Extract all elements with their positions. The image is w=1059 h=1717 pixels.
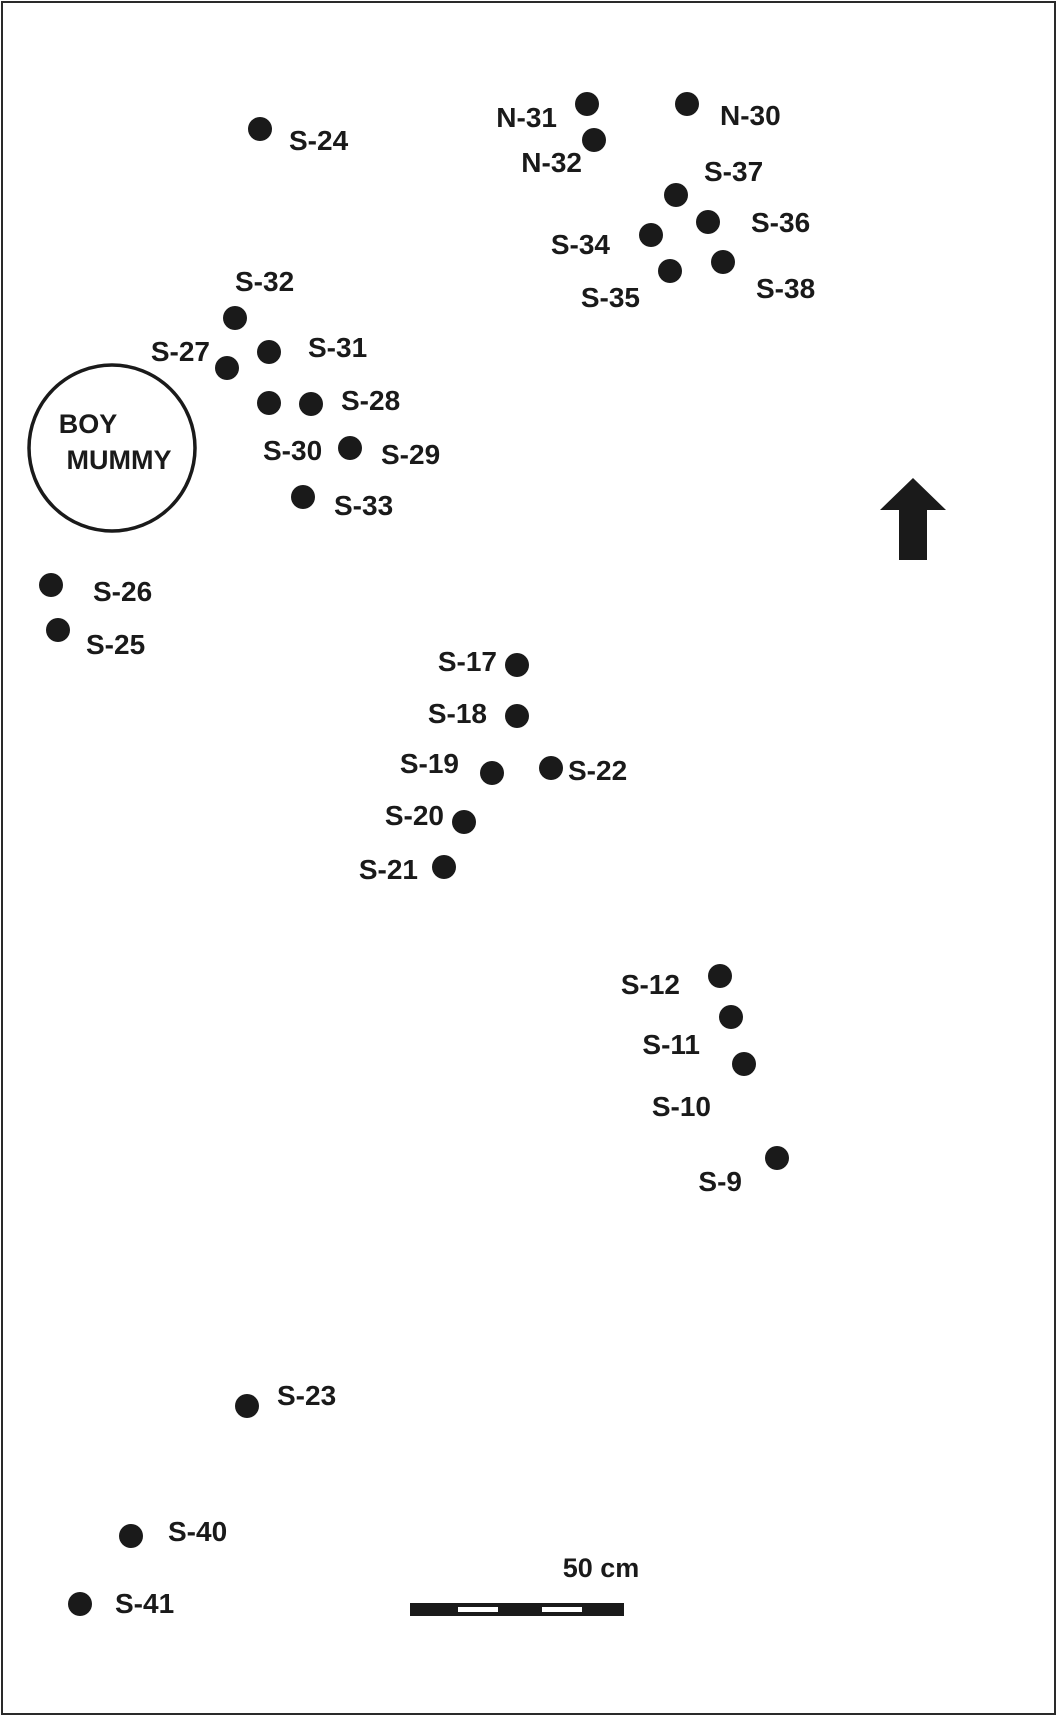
point-dot-s-30 — [257, 391, 281, 415]
point-label-s-12: S-12 — [621, 969, 680, 1000]
north-arrow-icon — [880, 478, 946, 560]
point-dot-s-33 — [291, 485, 315, 509]
point-dot-s-31 — [257, 340, 281, 364]
point-label-s-25: S-25 — [86, 629, 145, 660]
boy-mummy-label-line2: MUMMY — [67, 445, 172, 475]
scale-bar: 50 cm — [410, 1553, 639, 1616]
point-label-s-19: S-19 — [400, 748, 459, 779]
point-dot-s-36 — [696, 210, 720, 234]
point-label-s-24: S-24 — [289, 125, 349, 156]
point-label-s-21: S-21 — [359, 854, 418, 885]
sample-points: S-24 N-31 N-30 N-32 S-37 S-36 S-34 S-38 S-35 S-32… — [39, 92, 815, 1619]
scale-bar-segment-white-2 — [542, 1607, 582, 1612]
point-dot-s-21 — [432, 855, 456, 879]
arrow-up-icon — [880, 478, 946, 560]
point-label-s-11: S-11 — [642, 1029, 700, 1060]
point-label-s-10: S-10 — [652, 1091, 711, 1122]
scale-bar-outline — [410, 1603, 624, 1616]
point-label-n-30: N-30 — [720, 100, 781, 131]
point-label-s-18: S-18 — [428, 698, 487, 729]
point-label-s-17: S-17 — [438, 646, 497, 677]
scale-bar-segment-white-1 — [458, 1607, 498, 1612]
point-label-s-40: S-40 — [168, 1516, 227, 1547]
point-label-s-29: S-29 — [381, 439, 440, 470]
point-dot-s-12 — [708, 964, 732, 988]
point-dot-s-20 — [452, 810, 476, 834]
point-label-s-23: S-23 — [277, 1380, 336, 1411]
point-label-s-28: S-28 — [341, 385, 400, 416]
point-label-s-31: S-31 — [308, 332, 367, 363]
point-dot-s-22 — [539, 756, 563, 780]
point-label-s-27: S-27 — [151, 336, 210, 367]
point-dot-n-30 — [675, 92, 699, 116]
point-label-s-41: S-41 — [115, 1588, 174, 1619]
point-dot-s-40 — [119, 1524, 143, 1548]
scale-bar-label: 50 cm — [563, 1553, 640, 1583]
point-dot-s-27 — [215, 356, 239, 380]
point-label-s-38: S-38 — [756, 273, 815, 304]
point-label-s-36: S-36 — [751, 207, 810, 238]
point-dot-n-32 — [582, 128, 606, 152]
point-dot-s-24 — [248, 117, 272, 141]
point-dot-s-38 — [711, 250, 735, 274]
point-dot-s-18 — [505, 704, 529, 728]
point-label-s-20: S-20 — [385, 800, 444, 831]
point-dot-s-32 — [223, 306, 247, 330]
point-dot-s-11 — [719, 1005, 743, 1029]
point-dot-s-28 — [299, 392, 323, 416]
point-dot-s-34 — [639, 223, 663, 247]
point-dot-s-23 — [235, 1394, 259, 1418]
boy-mummy-marker: BOY MUMMY — [27, 363, 197, 533]
point-dot-s-17 — [505, 653, 529, 677]
boy-mummy-circle — [27, 363, 197, 533]
point-dot-s-29 — [338, 436, 362, 460]
point-dot-s-35 — [658, 259, 682, 283]
point-label-s-37: S-37 — [704, 156, 763, 187]
point-label-s-22: S-22 — [568, 755, 627, 786]
point-dot-s-26 — [39, 573, 63, 597]
point-dot-s-25 — [46, 618, 70, 642]
point-label-s-26: S-26 — [93, 576, 152, 607]
boy-mummy-label-line1: BOY — [59, 409, 118, 439]
point-label-n-32: N-32 — [521, 147, 582, 178]
point-dot-s-37 — [664, 183, 688, 207]
point-dot-s-41 — [68, 1592, 92, 1616]
point-label-s-32: S-32 — [235, 266, 294, 297]
point-dot-s-10 — [732, 1052, 756, 1076]
point-label-s-9: S-9 — [698, 1166, 742, 1197]
point-dot-n-31 — [575, 92, 599, 116]
point-label-s-35: S-35 — [581, 282, 640, 313]
point-dot-s-19 — [480, 761, 504, 785]
point-label-s-34: S-34 — [551, 229, 611, 260]
point-label-s-33: S-33 — [334, 490, 393, 521]
point-dot-s-9 — [765, 1146, 789, 1170]
point-label-n-31: N-31 — [496, 102, 557, 133]
point-label-s-30: S-30 — [263, 435, 322, 466]
